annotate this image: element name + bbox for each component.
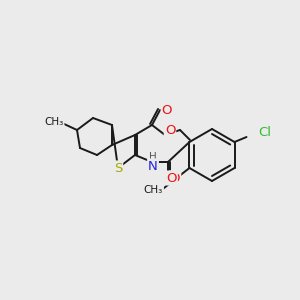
Text: O: O xyxy=(166,172,177,184)
Text: CH₃: CH₃ xyxy=(144,185,163,195)
Text: O: O xyxy=(165,124,175,136)
Text: H: H xyxy=(149,152,157,162)
Text: N: N xyxy=(148,160,158,172)
Text: S: S xyxy=(114,161,122,175)
Text: O: O xyxy=(170,172,180,184)
Text: CH₃: CH₃ xyxy=(44,117,64,127)
Text: Cl: Cl xyxy=(258,127,271,140)
Text: O: O xyxy=(162,103,172,116)
